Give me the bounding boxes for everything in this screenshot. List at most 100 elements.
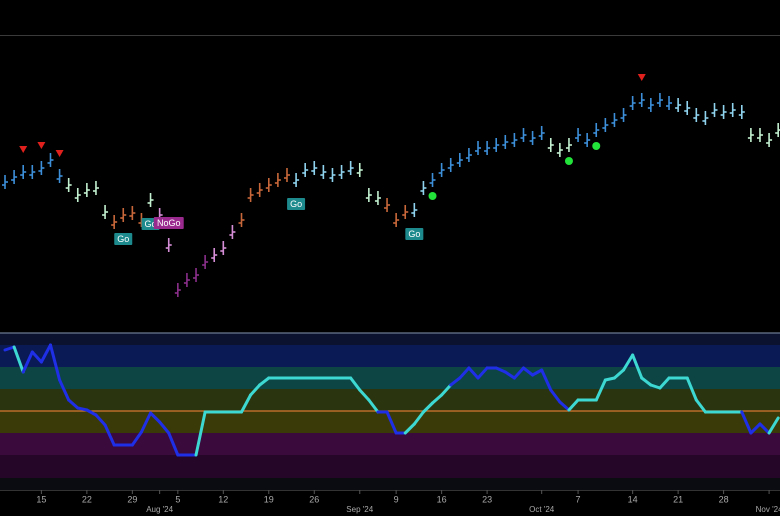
band — [0, 433, 780, 455]
price-bar — [547, 138, 554, 152]
oscillator-segment — [403, 422, 416, 435]
oscillator-segment — [85, 408, 98, 417]
band — [0, 478, 780, 490]
x-tick-label: 22 — [82, 494, 92, 504]
price-bar — [102, 205, 109, 219]
oscillator-segment — [567, 398, 580, 412]
x-tick-label: 15 — [36, 494, 46, 504]
price-bar — [738, 105, 745, 119]
signal-text: Go — [145, 219, 157, 229]
oscillator-segment — [39, 343, 52, 364]
oscillator-segment — [558, 400, 571, 412]
band — [0, 367, 780, 389]
oscillator-segment — [531, 368, 544, 377]
oscillator-segment — [249, 383, 262, 397]
price-bar — [766, 133, 773, 147]
price-bar — [247, 188, 254, 202]
price-bar — [556, 143, 563, 157]
band — [0, 455, 780, 478]
price-bar — [183, 273, 190, 287]
price-bar — [702, 111, 709, 125]
oscillator-segment — [467, 366, 480, 380]
oscillator-segment — [130, 430, 143, 447]
oscillator-segment — [367, 398, 380, 414]
signal-box — [405, 228, 424, 240]
signal-box — [153, 217, 184, 229]
price-bar — [338, 165, 345, 179]
price-bar — [20, 165, 27, 179]
price-bar — [465, 148, 472, 162]
buy-marker — [564, 157, 573, 165]
band — [0, 389, 780, 411]
oscillator-panel — [0, 332, 780, 490]
price-bar — [311, 161, 318, 175]
price-bar — [629, 96, 636, 110]
price-bar — [238, 213, 245, 227]
oscillator-segment — [594, 378, 607, 402]
price-bar — [693, 108, 700, 122]
oscillator-segment — [103, 423, 116, 447]
signal-label: NoGo — [153, 217, 184, 229]
month-label: Nov '24 — [756, 505, 780, 514]
oscillator-segment — [67, 398, 80, 410]
x-tick-label: 5 — [175, 494, 180, 504]
price-bar — [365, 188, 372, 202]
x-tick-label: 19 — [264, 494, 274, 504]
price-bar — [538, 126, 545, 140]
sell-marker — [55, 150, 64, 157]
price-bar — [666, 96, 673, 110]
price-bar — [320, 165, 327, 179]
signal-label: Go — [287, 198, 306, 210]
oscillator-segment — [685, 376, 698, 402]
signal-text: Go — [290, 199, 302, 209]
oscillator-segment — [431, 393, 444, 405]
price-bar — [2, 175, 9, 189]
oscillator-segment — [603, 376, 616, 382]
oscillator-segment — [440, 383, 453, 397]
price-bar — [611, 113, 618, 127]
price-bar — [438, 163, 445, 177]
sell-marker — [37, 142, 46, 149]
price-bar — [293, 173, 300, 187]
price-bar — [384, 198, 391, 212]
oscillator-segment — [158, 420, 171, 435]
x-tick-label: 23 — [482, 494, 492, 504]
price-bar — [756, 128, 763, 142]
price-bar — [602, 118, 609, 132]
price-bar — [565, 138, 572, 152]
price-bar — [92, 181, 99, 195]
month-label: Oct '24 — [529, 505, 555, 514]
price-bar — [684, 101, 691, 115]
x-tick-label: 28 — [719, 494, 729, 504]
signal-text: Go — [117, 234, 129, 244]
oscillator-segment — [240, 393, 253, 414]
price-bar — [256, 183, 263, 197]
x-tick-label: 16 — [437, 494, 447, 504]
oscillator-segment — [76, 406, 89, 412]
oscillator-segment — [349, 376, 362, 392]
oscillator-segment — [640, 376, 653, 387]
oscillator-segment — [694, 398, 707, 414]
x-tick-label: 14 — [628, 494, 638, 504]
oscillator-segment — [649, 383, 662, 390]
price-bar — [729, 103, 736, 117]
oscillator-segment — [494, 366, 507, 374]
x-tick-label: 9 — [394, 494, 399, 504]
oscillator-segment — [3, 345, 16, 352]
price-bar — [529, 131, 536, 145]
price-bar — [511, 133, 518, 147]
oscillator-segment — [631, 353, 644, 380]
oscillator-segment — [740, 410, 753, 435]
signal-box — [287, 198, 306, 210]
buy-marker — [592, 142, 601, 150]
price-bar — [265, 178, 272, 192]
price-bar — [329, 168, 336, 182]
price-bar — [220, 241, 227, 255]
price-bar — [147, 193, 154, 207]
month-label: Aug '24 — [146, 505, 173, 514]
price-bar — [211, 248, 218, 262]
price-bar — [283, 168, 290, 182]
x-tick-label: 7 — [576, 494, 581, 504]
oscillator-segment — [12, 345, 25, 374]
